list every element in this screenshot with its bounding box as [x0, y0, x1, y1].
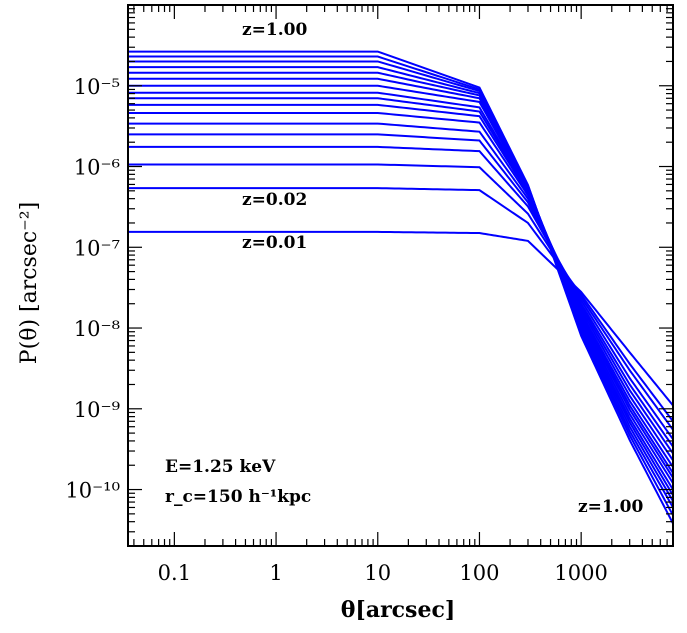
series-line-4 — [128, 133, 674, 448]
series-line-13 — [128, 66, 674, 502]
x-tick-label: 10 — [364, 561, 391, 585]
x-tick-label: 100 — [459, 561, 499, 585]
series-line-9 — [128, 91, 674, 479]
x-tick-label: 0.1 — [158, 561, 191, 585]
series-line-1 — [128, 187, 674, 422]
series-line-16 — [128, 50, 674, 524]
annotation-energy: E=1.25 keV — [165, 457, 276, 477]
annotation-core-radius: r_c=150 h⁻¹kpc — [165, 487, 311, 507]
series-line-11 — [128, 77, 674, 491]
y-tick-label: 10⁻⁵ — [74, 75, 120, 99]
y-tick-label: 10⁻⁶ — [74, 156, 120, 180]
x-axis-label: θ[arcsec] — [341, 597, 456, 623]
series-line-0 — [128, 230, 674, 407]
annotation-z-bottom: z=1.00 — [578, 497, 643, 517]
series-line-10 — [128, 84, 674, 484]
tick-group: 0.1 1 10 100 1000 10⁻¹⁰ 10⁻⁹ 10⁻⁸ 10⁻⁷ 10⁻⁶ 10⁻⁵ — [65, 5, 674, 585]
y-tick-label: 10⁻⁸ — [74, 317, 120, 341]
y-axis-label: P(θ) [arcsec⁻²] — [17, 202, 42, 364]
series-line-3 — [128, 145, 674, 440]
y-tick-label: 10⁻⁷ — [74, 236, 120, 260]
series-line-14 — [128, 60, 674, 508]
curve-group — [128, 50, 674, 524]
y-tick-label: 10⁻¹⁰ — [65, 479, 120, 503]
x-tick-label: 1000 — [554, 561, 607, 585]
series-line-5 — [128, 122, 674, 455]
annotation-z-top: z=1.00 — [242, 20, 307, 40]
plot-frame — [127, 4, 674, 547]
annotation-z-002: z=0.02 — [242, 190, 307, 210]
series-line-7 — [128, 103, 674, 468]
x-tick-label: 1 — [269, 561, 282, 585]
annotation-z-001: z=0.01 — [242, 233, 307, 253]
series-line-2 — [128, 163, 674, 431]
y-tick-label: 10⁻⁹ — [74, 398, 120, 422]
series-line-8 — [128, 97, 674, 474]
